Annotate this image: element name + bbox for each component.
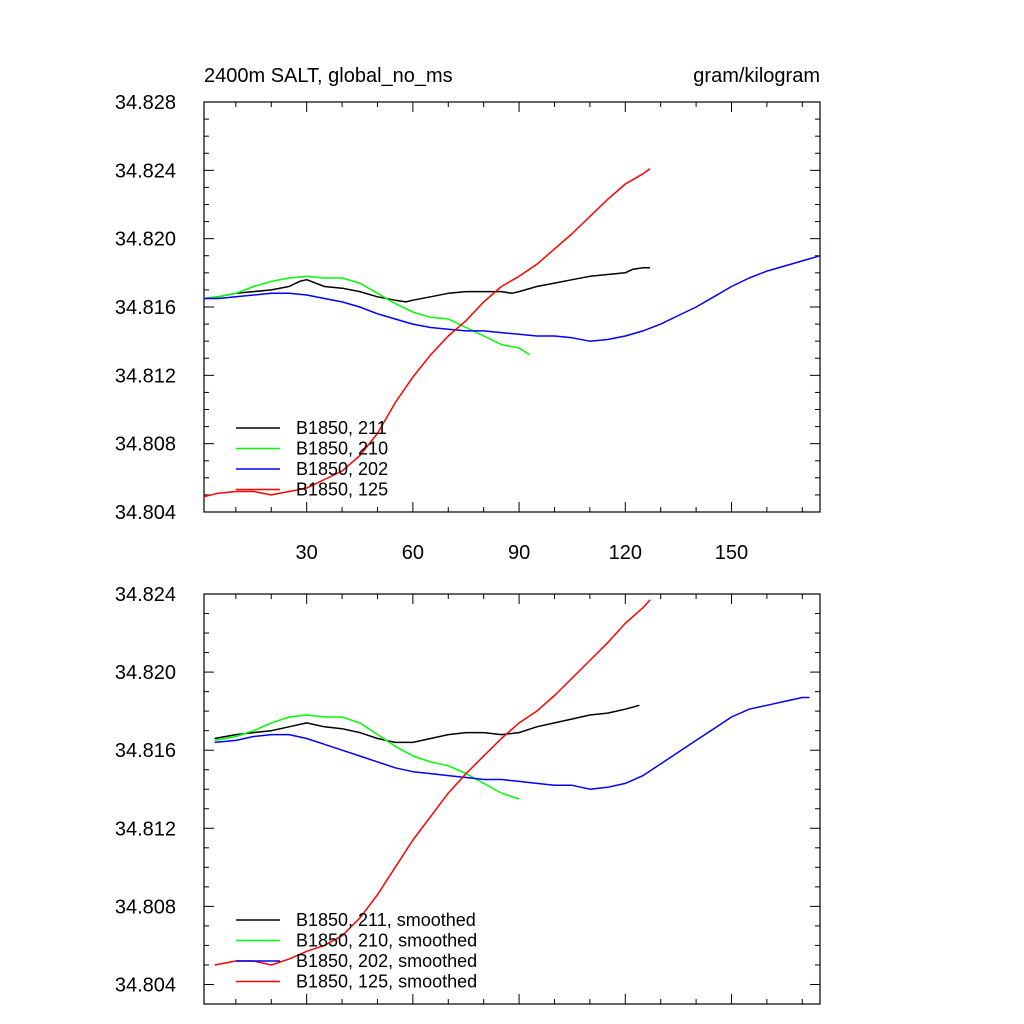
y-tick-label: 34.816 <box>115 297 176 319</box>
x-tick-label: 30 <box>296 542 318 564</box>
legend-label: B1850, 202, smoothed <box>296 951 477 971</box>
legend-label: B1850, 202 <box>296 459 388 479</box>
legend-label: B1850, 211, smoothed <box>296 910 476 930</box>
y-tick-label: 34.820 <box>115 662 176 684</box>
legend-label: B1850, 210 <box>296 439 388 459</box>
y-tick-label: 34.812 <box>115 365 176 387</box>
units-label: gram/kilogram <box>693 65 820 87</box>
y-tick-label: 34.808 <box>115 896 176 918</box>
x-tick-label: 90 <box>508 542 530 564</box>
x-tick-label: 120 <box>609 542 642 564</box>
series-line-2 <box>214 696 810 790</box>
y-tick-label: 34.804 <box>115 974 176 996</box>
y-tick-label: 34.824 <box>115 160 176 182</box>
legend-label: B1850, 210, smoothed <box>296 931 477 951</box>
y-tick-label: 34.828 <box>115 92 176 114</box>
plot-frame <box>203 593 821 1005</box>
series-line-3 <box>203 167 651 498</box>
series-line-1 <box>203 275 531 356</box>
y-tick-label: 34.808 <box>115 434 176 456</box>
legend-label: B1850, 125, smoothed <box>296 972 477 992</box>
series-line-0 <box>203 266 651 303</box>
bottom-panel: 34.804 34.808 34.812 34.816 34.820 34.824 B185… <box>115 584 821 1005</box>
legend-label: B1850, 125 <box>296 480 388 500</box>
legend-label: B1850, 211 <box>296 418 387 438</box>
chart-title: 2400m SALT, global_no_ms <box>204 65 453 87</box>
series-line-0 <box>214 704 640 744</box>
series-line-3 <box>214 599 651 966</box>
x-tick-label: 150 <box>715 542 748 564</box>
top-panel: 34.804 34.808 34.812 34.816 34.820 34.824 34.8… <box>115 65 821 564</box>
x-tick-label: 60 <box>402 542 424 564</box>
y-tick-label: 34.804 <box>115 502 176 524</box>
y-tick-label: 34.824 <box>115 584 176 606</box>
y-tick-label: 34.816 <box>115 740 176 762</box>
y-tick-label: 34.820 <box>115 229 176 251</box>
y-tick-label: 34.812 <box>115 818 176 840</box>
series-line-2 <box>204 255 821 342</box>
series-line-1 <box>214 714 520 800</box>
